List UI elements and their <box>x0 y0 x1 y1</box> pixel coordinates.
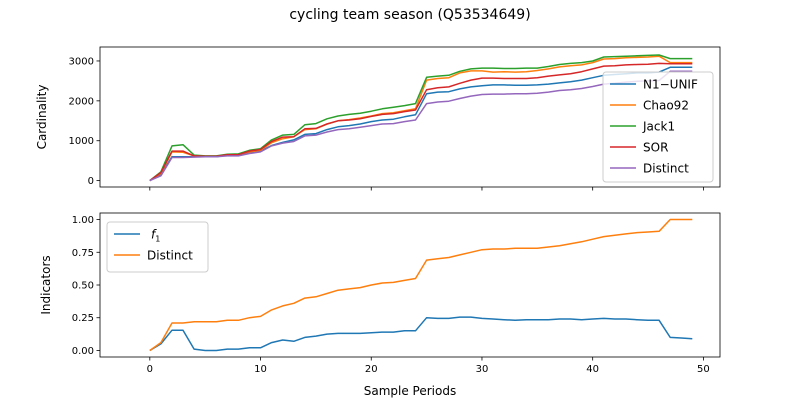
x-tick-label: 20 <box>365 364 378 375</box>
series-line-sor <box>149 62 693 182</box>
x-tick-label: 30 <box>476 364 489 375</box>
chart-title: cycling team season (Q53534649) <box>289 7 530 23</box>
x-tick-label: 50 <box>697 364 710 375</box>
x-tick-label: 40 <box>586 364 599 375</box>
x-tick-label: 0 <box>147 364 153 375</box>
y-tick-label: 0.00 <box>72 346 94 357</box>
y-axis-label: Indicators <box>39 255 53 314</box>
y-tick-label: 1000 <box>69 136 94 147</box>
y-axis-label: Cardinality <box>35 85 49 150</box>
legend-label: f1 <box>151 228 160 244</box>
legend: f1 Distinct <box>106 221 209 273</box>
series-line-distinct <box>149 70 693 182</box>
legend-box <box>106 221 209 273</box>
y-tick-label: 1.00 <box>72 215 94 226</box>
legend-label: SOR <box>643 141 668 155</box>
y-tick-label: 2000 <box>69 96 94 107</box>
y-tick-label: 0 <box>88 176 94 187</box>
legend-label: Distinct <box>147 249 193 263</box>
legend-label: Distinct <box>643 162 689 176</box>
legend-label: N1−UNIF <box>643 78 698 92</box>
series-line-distinct <box>149 218 693 352</box>
legend: N1−UNIF Chao92 Jack1 SOR Distinct <box>602 71 714 183</box>
x-axis-label: Sample Periods <box>364 384 456 398</box>
y-tick-label: 3000 <box>69 56 94 67</box>
x-tick-label: 10 <box>254 364 267 375</box>
series-line-jack1 <box>149 54 693 182</box>
plot-frame <box>99 46 721 188</box>
legend-box <box>602 71 714 183</box>
indicators-panel: 0 10 20 30 40 50 0.00 0.25 0.50 0.75 1.00 Indicator… <box>39 212 721 398</box>
y-tick-label: 0.50 <box>72 281 94 292</box>
y-tick-label: 0.25 <box>72 313 94 324</box>
legend-label: Chao92 <box>643 99 689 113</box>
y-tick-label: 0.75 <box>72 248 94 259</box>
legend-label: Jack1 <box>642 120 675 134</box>
series-line-f1 <box>149 316 693 352</box>
cardinality-panel: 0 1000 2000 3000 Cardinality N1−UNIF Chao92 Jac… <box>35 46 721 191</box>
